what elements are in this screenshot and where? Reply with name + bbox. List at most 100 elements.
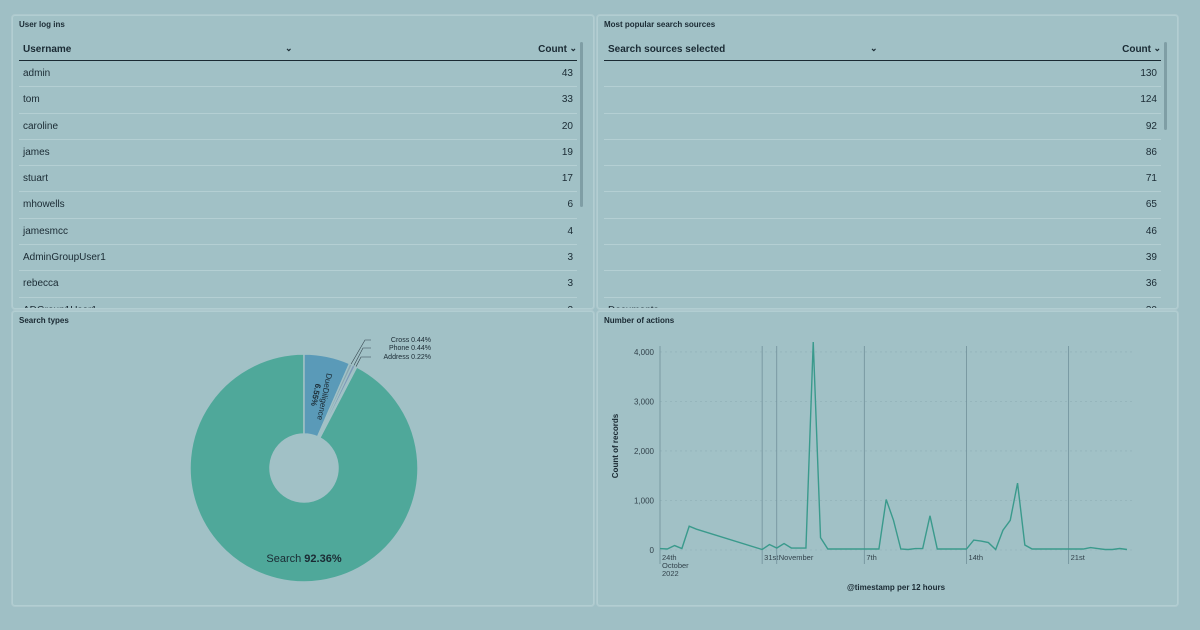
cell-count: 19	[561, 146, 573, 158]
cell-name: admin	[23, 68, 51, 79]
x-tick-label: November	[779, 553, 814, 562]
table-row[interactable]: AdminGroupUser1 3	[19, 245, 577, 272]
cell-count: 33	[561, 94, 573, 106]
chevron-down-icon[interactable]: ⌄	[1153, 43, 1161, 53]
cell-name: rebecca	[23, 278, 59, 290]
y-tick-label: 3,000	[634, 397, 655, 406]
table-row[interactable]: Documents 30	[604, 298, 1161, 308]
cell-count: 43	[561, 68, 573, 79]
table-row[interactable]: jamesmcc 4	[19, 219, 577, 246]
chevron-down-icon[interactable]: ⌄	[569, 43, 577, 53]
column-header-count[interactable]: Count	[538, 44, 567, 55]
x-tick-label: 14th	[968, 553, 983, 562]
panel-title: User log ins	[19, 20, 65, 29]
cell-count: 4	[567, 225, 573, 237]
table-body: admin 43 tom 33 caroline 20 james 19 stuart 17 mho…	[19, 61, 577, 308]
cell-name: james	[23, 146, 50, 158]
table-header: Username ⌄ Count ⌄	[19, 40, 577, 61]
panel-title: Number of actions	[604, 316, 675, 325]
table-row[interactable]: 36	[604, 271, 1161, 298]
pie-label-address: Address 0.22%	[384, 354, 431, 361]
pie-slice-address[interactable]	[318, 365, 358, 439]
x-tick-label: 2022	[662, 569, 679, 578]
cell-count: 3	[567, 252, 573, 264]
cell-count: 17	[561, 173, 573, 185]
y-axis-label: Count of records	[611, 413, 620, 478]
table-row[interactable]: stuart 17	[19, 166, 577, 193]
y-tick-label: 2,000	[634, 447, 655, 456]
table-row[interactable]: james 19	[19, 140, 577, 167]
table-row[interactable]: tom 33	[19, 87, 577, 114]
pie-label-search: Search 92.36%	[266, 553, 341, 565]
table-row[interactable]: 130	[604, 61, 1161, 88]
cell-count: 124	[1140, 94, 1157, 106]
series-line[interactable]	[659, 341, 1128, 551]
cell-count: 2	[567, 305, 573, 308]
panel-title: Search types	[19, 316, 69, 325]
search-sources-panel: Most popular search sources Search sourc…	[597, 15, 1178, 309]
cell-name: caroline	[23, 120, 59, 132]
cell-count: 3	[567, 278, 573, 290]
x-tick-label: 21st	[1071, 553, 1086, 562]
table-row[interactable]: 124	[604, 87, 1161, 114]
x-tick-label: 7th	[866, 553, 876, 562]
table-row[interactable]: 92	[604, 114, 1161, 140]
cell-count: 39	[1145, 252, 1157, 264]
pie-callout-line	[350, 339, 371, 365]
x-tick-label: 24th	[662, 553, 677, 562]
cell-name: stuart	[23, 173, 49, 185]
table-row[interactable]: 71	[604, 166, 1161, 193]
pie-callout-line	[355, 356, 371, 367]
x-tick-label: October	[662, 561, 689, 570]
cell-count: 71	[1145, 173, 1157, 185]
table-header: Search sources selected ⌄ Count ⌄	[604, 40, 1161, 61]
column-header-count[interactable]: Count	[1122, 44, 1151, 55]
table-row[interactable]: 39	[604, 245, 1161, 272]
cell-count: 6	[567, 199, 573, 211]
table-row[interactable]: 65	[604, 192, 1161, 219]
y-tick-label: 1,000	[634, 496, 655, 505]
y-tick-label: 4,000	[634, 348, 655, 357]
cell-count: 65	[1145, 199, 1157, 211]
cell-name: tom	[23, 94, 40, 106]
cell-count: 30	[1146, 305, 1157, 308]
cell-name: Documents	[608, 305, 659, 308]
table-row[interactable]: admin 43	[19, 61, 577, 88]
cell-count: 86	[1145, 146, 1157, 158]
search-types-panel: Search types Search 92.36% DueDiligence 6.…	[12, 311, 594, 606]
cell-count: 36	[1145, 278, 1157, 290]
chevron-down-icon[interactable]: ⌄	[285, 43, 293, 53]
user-logins-panel: User log ins Username ⌄ Count ⌄ admin 43 t…	[12, 15, 594, 309]
table-row[interactable]: ADGroup1User1 2	[19, 298, 577, 308]
x-tick-label: 31st	[764, 553, 779, 562]
cell-count: 92	[1145, 120, 1157, 132]
cell-count: 46	[1145, 225, 1157, 237]
column-header-search-sources[interactable]: Search sources selected	[608, 44, 726, 55]
table-row[interactable]: mhowells 6	[19, 192, 577, 219]
cell-name: jamesmcc	[23, 225, 69, 237]
table-body: 130 124 92 86 71 65 46 39 36 Documents 30	[604, 61, 1161, 308]
pie-label-cross: Cross 0.44%	[391, 337, 431, 344]
cell-name: AdminGroupUser1	[23, 252, 106, 264]
cell-count: 130	[1140, 68, 1157, 79]
pie-callout-line	[353, 347, 371, 366]
scrollbar[interactable]	[580, 42, 583, 207]
pie-label-phone: Phone 0.44%	[389, 345, 431, 352]
cell-count: 20	[561, 120, 573, 132]
scrollbar[interactable]	[1164, 42, 1167, 130]
cell-name: ADGroup1User1	[23, 305, 97, 308]
y-tick-label: 0	[650, 546, 655, 555]
x-axis-label: @timestamp per 12 hours	[847, 583, 946, 592]
table-row[interactable]: caroline 20	[19, 114, 577, 140]
table-row[interactable]: 86	[604, 140, 1161, 167]
table-row[interactable]: 46	[604, 219, 1161, 246]
table-row[interactable]: rebecca 3	[19, 271, 577, 298]
number-of-actions-panel: Number of actions 0 1,000 2,000 3,000 4,000 2…	[597, 311, 1178, 606]
cell-name: mhowells	[23, 199, 65, 211]
pie-slice-search[interactable]	[189, 353, 419, 583]
panel-title: Most popular search sources	[604, 20, 716, 29]
chevron-down-icon[interactable]: ⌄	[870, 43, 878, 53]
column-header-username[interactable]: Username	[23, 44, 72, 55]
